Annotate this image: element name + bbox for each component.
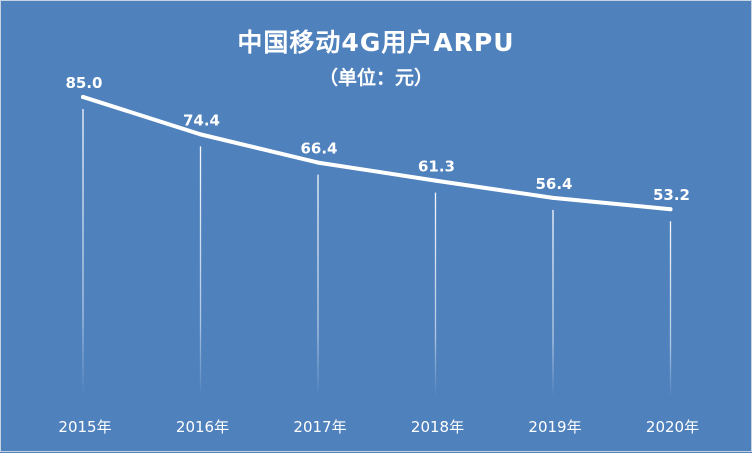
data-label-5: 53.2 xyxy=(653,186,690,204)
data-point-5 xyxy=(669,207,673,211)
x-tick-label-1: 2016年 xyxy=(176,418,229,436)
data-label-1: 74.4 xyxy=(183,111,220,129)
data-labels: 85.0 74.4 66.4 61.3 56.4 53.2 xyxy=(65,74,690,204)
series-line xyxy=(81,95,673,211)
data-label-3: 61.3 xyxy=(418,158,455,176)
x-tick-label-4: 2019年 xyxy=(528,418,581,436)
data-point-1 xyxy=(199,132,203,136)
data-label-0: 85.0 xyxy=(65,74,102,92)
data-point-2 xyxy=(316,161,320,165)
x-tick-label-3: 2018年 xyxy=(411,418,464,436)
data-point-4 xyxy=(551,196,555,200)
x-tick-label-5: 2020年 xyxy=(646,418,699,436)
data-label-4: 56.4 xyxy=(535,175,572,193)
x-tick-label-0: 2015年 xyxy=(58,418,111,436)
series-polyline xyxy=(83,97,671,209)
data-label-2: 66.4 xyxy=(300,140,337,158)
drop-lines xyxy=(83,109,671,397)
data-point-0 xyxy=(81,95,85,99)
data-point-3 xyxy=(434,179,438,183)
x-axis: 2015年 2016年 2017年 2018年 2019年 2020年 xyxy=(58,418,699,436)
x-tick-label-2: 2017年 xyxy=(293,418,346,436)
